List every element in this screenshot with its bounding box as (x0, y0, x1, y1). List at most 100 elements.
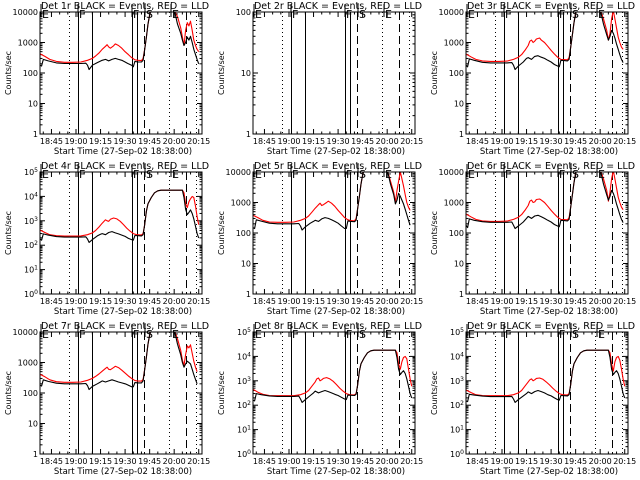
phase-marker-label: F (292, 168, 298, 181)
detector-chart: Det 4r BLACK = Events, RED = LLD10010110… (4, 161, 210, 317)
y-tick-label: 100 (450, 449, 464, 459)
x-tick-label: 18:45 (466, 297, 489, 306)
y-tick-label: 101 (450, 425, 464, 435)
y-tick-base: 10 (450, 401, 460, 410)
plot-area (466, 172, 624, 294)
x-tick-label: 20:00 (163, 137, 186, 146)
phase-marker-label: F (79, 8, 85, 21)
y-tick-label: 1 (459, 290, 464, 299)
y-tick-label: 104 (450, 351, 464, 361)
y-tick-label: 10000 (13, 328, 38, 337)
phase-marker-label: F (559, 8, 565, 21)
y-axis-label: Counts/sec (4, 211, 13, 255)
chart-title: Det 6r BLACK = Events, RED = LLD (467, 161, 635, 172)
plot-frame (252, 171, 416, 295)
phase-marker-label: S (146, 8, 153, 21)
chart-title: Det 7r BLACK = Events, RED = LLD (41, 321, 209, 332)
x-tick-label: 19:00 (64, 137, 87, 146)
phase-marker-label: F (79, 328, 85, 341)
x-tick-label: 19:45 (351, 137, 374, 146)
y-tick-exponent: 3 (247, 376, 251, 383)
x-tick-label: 19:30 (327, 137, 350, 146)
phase-marker-label: S (572, 8, 579, 21)
x-tick-label: 20:00 (589, 457, 612, 466)
chart-title: Det 9r BLACK = Events, RED = LLD (467, 321, 635, 332)
x-tick-label: 20:00 (376, 297, 399, 306)
x-tick-label: 19:15 (302, 137, 325, 146)
plot-area (40, 332, 198, 454)
y-tick-label: 10000 (439, 8, 464, 17)
y-tick-label: 105 (450, 327, 464, 337)
y-tick-label: 10000 (439, 168, 464, 177)
x-tick-label: 19:45 (138, 457, 161, 466)
x-tick-label: 18:45 (466, 137, 489, 146)
phase-marker-label: F (79, 168, 85, 181)
x-tick-label: 19:00 (490, 137, 513, 146)
phase-marker-label: F (292, 8, 298, 21)
x-tick-label: 20:15 (400, 137, 423, 146)
phase-marker-label: F (505, 8, 511, 21)
series-line-lld (40, 332, 198, 383)
x-tick-label: 19:00 (277, 297, 300, 306)
phase-marker-label: F (133, 8, 139, 21)
x-axis-label: Start Time (27-Sep-02 18:38:00) (267, 147, 405, 157)
y-tick-label: 10 (28, 100, 38, 109)
y-tick-exponent: 0 (247, 449, 251, 456)
y-tick-base: 10 (24, 241, 34, 250)
y-tick-label: 103 (24, 216, 38, 226)
y-tick-label: 1 (246, 290, 251, 299)
detector-chart: Det 3r BLACK = Events, RED = LLD 1 10 100 10… (430, 1, 636, 157)
x-tick-label: 19:15 (302, 457, 325, 466)
x-tick-label: 20:15 (187, 137, 210, 146)
y-tick-exponent: 1 (34, 265, 38, 272)
chart-title: Det 1r BLACK = Events, RED = LLD (41, 1, 209, 12)
x-tick-label: 19:30 (540, 457, 563, 466)
x-tick-label: 19:45 (351, 457, 374, 466)
series-line-events (466, 349, 626, 403)
y-tick-label: 102 (450, 400, 464, 410)
x-axis-label: Start Time (27-Sep-02 18:38:00) (267, 307, 405, 317)
series-line-lld (253, 172, 411, 223)
phase-marker-label: E (598, 168, 605, 181)
x-tick-label: 19:30 (114, 457, 137, 466)
plot-frame (39, 171, 203, 295)
x-tick-label: 18:45 (40, 137, 63, 146)
phase-marker-label: E (255, 328, 262, 341)
y-axis-label: Counts/sec (430, 211, 439, 255)
x-tick-label: 20:15 (187, 297, 210, 306)
y-axis-label: Counts/sec (430, 51, 439, 95)
x-tick-label: 19:45 (351, 297, 374, 306)
y-tick-label: 100 (23, 69, 38, 78)
y-tick-exponent: 4 (247, 351, 251, 358)
plot-area (253, 332, 413, 454)
detector-chart: Det 7r BLACK = Events, RED = LLD 1 10 100 10… (4, 321, 210, 477)
phase-marker-label: F (505, 168, 511, 181)
series-line-lld (466, 172, 624, 222)
y-tick-base: 10 (450, 328, 460, 337)
y-tick-base: 10 (24, 290, 34, 299)
plot-frame (39, 11, 203, 135)
phase-marker-label: E (42, 168, 49, 181)
x-tick-label: 20:15 (613, 297, 636, 306)
y-tick-base: 10 (450, 450, 460, 459)
detector-panel: Det 6r BLACK = Events, RED = LLD 1 10 100 10… (426, 160, 639, 320)
plot-area (466, 332, 626, 454)
phase-marker-label: E (468, 8, 475, 21)
x-tick-label: 20:15 (613, 457, 636, 466)
series-line-lld (40, 12, 200, 63)
y-axis-label: Counts/sec (217, 51, 226, 95)
x-tick-label: 19:15 (89, 137, 112, 146)
y-axis-label: Counts/sec (430, 371, 439, 415)
x-tick-label: 19:00 (277, 137, 300, 146)
y-tick-label: 10 (28, 420, 38, 429)
x-tick-label: 19:15 (515, 297, 538, 306)
x-tick-label: 20:00 (376, 457, 399, 466)
plot-frame (465, 331, 629, 455)
phase-marker-label: S (359, 168, 366, 181)
y-tick-label: 104 (237, 351, 251, 361)
detector-chart: Det 2r BLACK = Events, RED = LLD 1 10 100 18… (217, 1, 423, 157)
x-tick-label: 19:00 (64, 457, 87, 466)
phase-marker-label: F (133, 328, 139, 341)
x-tick-label: 18:45 (253, 457, 276, 466)
y-tick-base: 10 (237, 328, 247, 337)
